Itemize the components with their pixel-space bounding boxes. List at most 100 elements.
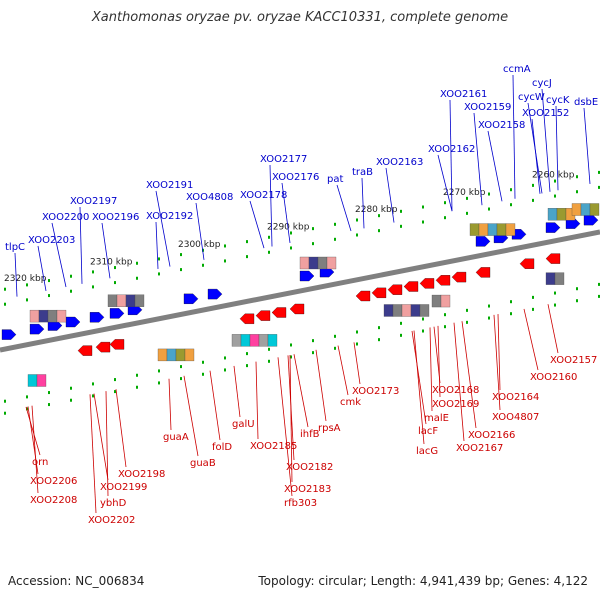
reverse-leader-line: [277, 357, 293, 497]
tick-mark: [400, 321, 402, 325]
tick-mark: [422, 205, 424, 209]
tick-mark: [92, 270, 94, 274]
forward-leader-line: [336, 184, 352, 232]
forward-gene-label: XOO2176: [272, 172, 319, 183]
forward-feature-block: [107, 294, 118, 307]
tick-mark: [554, 291, 556, 295]
reverse-gene-label: XOO2160: [530, 372, 577, 383]
tick-mark: [246, 240, 248, 244]
reverse-gene-arrow: [419, 278, 435, 289]
tick-mark: [92, 394, 94, 398]
forward-feature-block: [487, 223, 498, 236]
forward-gene-arrow: [65, 316, 81, 328]
tick-mark: [356, 233, 358, 237]
tick-mark: [378, 326, 380, 330]
kbp-tick-label: 2310 kbp: [90, 257, 133, 267]
tick-mark: [466, 196, 468, 200]
reverse-feature-block: [231, 334, 242, 347]
tick-mark: [48, 294, 50, 298]
inner-tick-row-reverse: [4, 282, 600, 403]
tick-mark: [576, 190, 578, 194]
reverse-gene-arrow: [519, 258, 535, 269]
forward-gene-arrow: [89, 312, 105, 323]
tick-mark: [158, 381, 160, 385]
forward-leader-line: [583, 107, 591, 184]
reverse-gene-arrow: [403, 281, 419, 292]
forward-gene-label: XOO2200: [42, 212, 89, 223]
forward-leader-line: [555, 105, 559, 191]
reverse-gene-label: lacF: [418, 426, 438, 437]
tick-mark: [48, 391, 50, 395]
tick-mark: [290, 355, 292, 359]
kbp-tick-label: 2260 kbp: [532, 170, 575, 180]
forward-gene-arrow: [583, 214, 599, 226]
reverse-gene-label: XOO2164: [492, 392, 539, 403]
tick-mark: [598, 170, 600, 174]
tick-mark: [576, 287, 578, 291]
forward-leader-line: [473, 112, 483, 206]
tick-mark: [312, 351, 314, 355]
forward-feature-block: [326, 256, 337, 270]
reverse-leader-line: [461, 321, 477, 429]
tick-mark: [70, 274, 72, 278]
tick-mark: [598, 185, 600, 189]
reverse-leader-line: [183, 375, 199, 457]
tick-mark: [290, 246, 292, 250]
reverse-feature-block: [410, 304, 421, 317]
reverse-feature-block: [383, 304, 394, 317]
forward-gene-label: XOO2191: [146, 180, 193, 191]
reverse-feature-block: [267, 334, 278, 347]
reverse-gene-label: XOO2206: [30, 476, 77, 487]
reverse-leader-line: [115, 389, 127, 468]
forward-leader-line: [51, 222, 67, 288]
forward-feature-block: [125, 294, 136, 307]
tick-mark: [554, 194, 556, 198]
forward-leader-line: [195, 202, 205, 260]
reverse-gene-label: XOO2167: [456, 443, 503, 454]
tick-mark: [26, 283, 28, 287]
tick-mark: [422, 317, 424, 321]
reverse-gene-arrow: [109, 339, 125, 350]
reverse-feature-block: [166, 348, 177, 362]
reverse-gene-label: XOO2208: [30, 495, 77, 506]
tick-mark: [158, 257, 160, 261]
reverse-leader-line: [493, 314, 501, 411]
forward-leader-line: [512, 74, 516, 199]
reverse-gene-label: galU: [232, 419, 255, 430]
forward-leader-line: [14, 252, 18, 297]
tick-mark: [246, 364, 248, 368]
tick-mark: [510, 300, 512, 304]
tick-mark: [378, 338, 380, 342]
reverse-leader-line: [337, 345, 349, 396]
tick-mark: [136, 385, 138, 389]
tick-mark: [554, 303, 556, 307]
tick-mark: [576, 175, 578, 179]
reverse-gene-label: malE: [424, 413, 449, 424]
tick-mark: [202, 360, 204, 364]
tick-mark: [70, 289, 72, 293]
tick-mark: [510, 188, 512, 192]
forward-leader-line: [281, 182, 291, 244]
tick-mark: [202, 372, 204, 376]
tick-mark: [26, 407, 28, 411]
forward-leader-line: [531, 118, 541, 194]
forward-leader-line: [155, 221, 159, 269]
kbp-tick-label: 2270 kbp: [443, 188, 486, 198]
tick-mark: [246, 352, 248, 356]
tick-mark: [422, 329, 424, 333]
tick-mark: [356, 342, 358, 346]
reverse-gene-label: orn: [32, 457, 48, 468]
reverse-gene-label: lacG: [416, 446, 438, 457]
tick-mark: [114, 266, 116, 270]
tick-mark: [180, 365, 182, 369]
reverse-gene-arrow: [545, 253, 561, 264]
tick-mark: [312, 242, 314, 246]
forward-gene-arrow: [29, 323, 45, 335]
tick-mark: [510, 203, 512, 207]
reverse-gene-label: XOO4807: [492, 412, 539, 423]
tick-mark: [334, 222, 336, 226]
reverse-gene-arrow: [271, 307, 287, 318]
kbp-tick-label: 2320 kbp: [4, 274, 47, 284]
tick-mark: [532, 307, 534, 311]
tick-mark: [488, 207, 490, 211]
